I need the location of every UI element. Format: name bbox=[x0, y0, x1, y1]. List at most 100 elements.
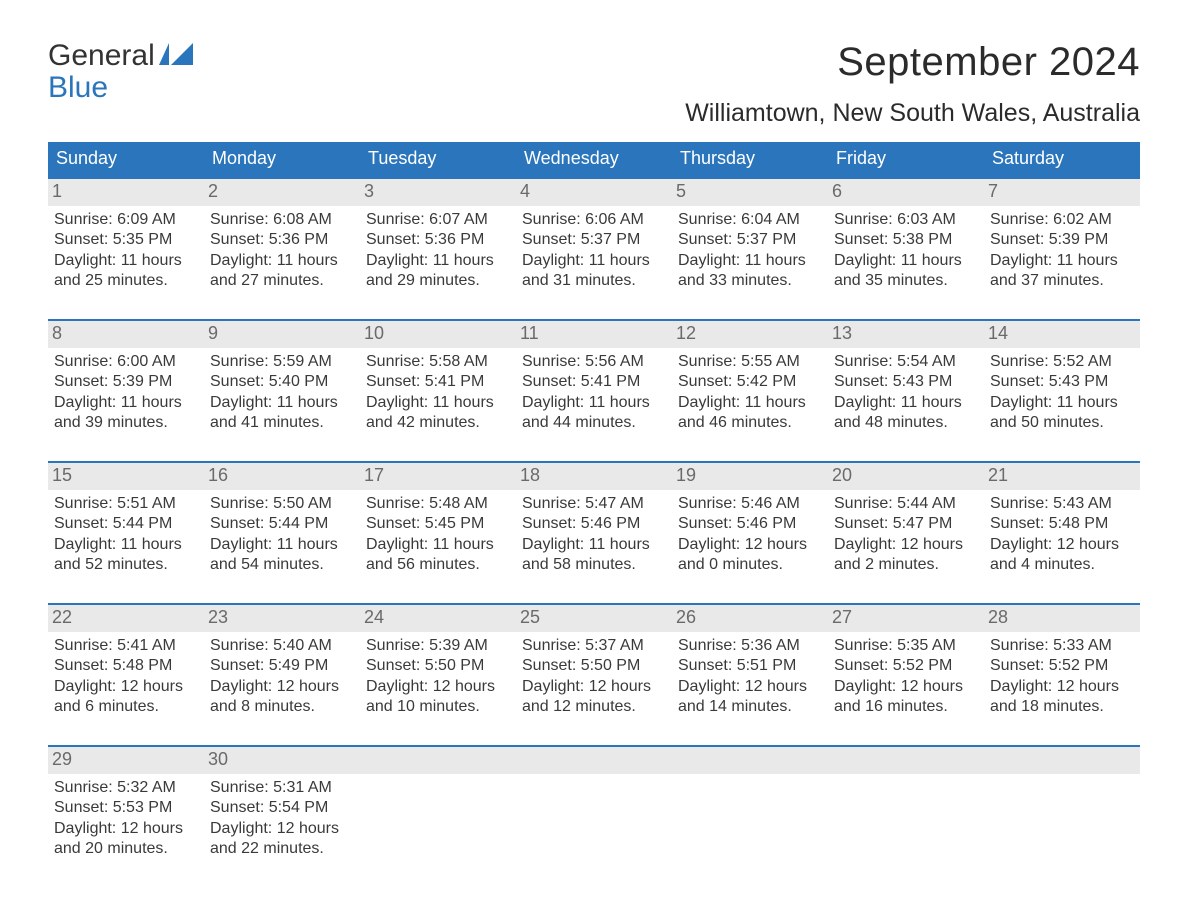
sunrise-text: Sunrise: 6:09 AM bbox=[54, 210, 198, 230]
sunset-text: Sunset: 5:44 PM bbox=[54, 514, 198, 534]
day-number: . bbox=[828, 747, 984, 774]
sunrise-text: Sunrise: 5:33 AM bbox=[990, 636, 1134, 656]
daylight-text-1: Daylight: 11 hours bbox=[990, 251, 1134, 271]
sunrise-text: Sunrise: 5:36 AM bbox=[678, 636, 822, 656]
day-number: 19 bbox=[672, 463, 828, 490]
day-header: Friday bbox=[828, 142, 984, 177]
day-info: Sunrise: 5:36 AMSunset: 5:51 PMDaylight:… bbox=[678, 636, 822, 718]
day-header: Monday bbox=[204, 142, 360, 177]
day-info: Sunrise: 5:41 AMSunset: 5:48 PMDaylight:… bbox=[54, 636, 198, 718]
day-info: Sunrise: 5:46 AMSunset: 5:46 PMDaylight:… bbox=[678, 494, 822, 576]
daylight-text-1: Daylight: 11 hours bbox=[990, 393, 1134, 413]
day-number: 10 bbox=[360, 321, 516, 348]
daylight-text-1: Daylight: 11 hours bbox=[366, 393, 510, 413]
daylight-text-2: and 42 minutes. bbox=[366, 413, 510, 433]
logo-word-general: General bbox=[48, 40, 155, 72]
sunrise-text: Sunrise: 6:04 AM bbox=[678, 210, 822, 230]
daylight-text-1: Daylight: 11 hours bbox=[210, 535, 354, 555]
day-number: 22 bbox=[48, 605, 204, 632]
day-cell: 6Sunrise: 6:03 AMSunset: 5:38 PMDaylight… bbox=[828, 179, 984, 319]
sunset-text: Sunset: 5:53 PM bbox=[54, 798, 198, 818]
sunset-text: Sunset: 5:37 PM bbox=[522, 230, 666, 250]
daylight-text-2: and 2 minutes. bbox=[834, 555, 978, 575]
daylight-text-1: Daylight: 12 hours bbox=[834, 677, 978, 697]
day-info: Sunrise: 5:37 AMSunset: 5:50 PMDaylight:… bbox=[522, 636, 666, 718]
day-number: . bbox=[360, 747, 516, 774]
day-info: Sunrise: 6:09 AMSunset: 5:35 PMDaylight:… bbox=[54, 210, 198, 292]
daylight-text-2: and 8 minutes. bbox=[210, 697, 354, 717]
sunrise-text: Sunrise: 6:02 AM bbox=[990, 210, 1134, 230]
logo-word-blue: Blue bbox=[48, 72, 193, 104]
sunrise-text: Sunrise: 6:06 AM bbox=[522, 210, 666, 230]
day-info: Sunrise: 5:50 AMSunset: 5:44 PMDaylight:… bbox=[210, 494, 354, 576]
daylight-text-1: Daylight: 11 hours bbox=[366, 535, 510, 555]
daylight-text-1: Daylight: 12 hours bbox=[54, 819, 198, 839]
daylight-text-1: Daylight: 11 hours bbox=[522, 251, 666, 271]
day-number: 21 bbox=[984, 463, 1140, 490]
sunset-text: Sunset: 5:39 PM bbox=[54, 372, 198, 392]
day-cell: . bbox=[672, 747, 828, 887]
day-cell: 25Sunrise: 5:37 AMSunset: 5:50 PMDayligh… bbox=[516, 605, 672, 745]
daylight-text-1: Daylight: 12 hours bbox=[366, 677, 510, 697]
daylight-text-1: Daylight: 12 hours bbox=[210, 819, 354, 839]
day-number: 7 bbox=[984, 179, 1140, 206]
day-number: . bbox=[984, 747, 1140, 774]
daylight-text-2: and 6 minutes. bbox=[54, 697, 198, 717]
day-cell: 29Sunrise: 5:32 AMSunset: 5:53 PMDayligh… bbox=[48, 747, 204, 887]
day-info: Sunrise: 6:03 AMSunset: 5:38 PMDaylight:… bbox=[834, 210, 978, 292]
day-number: 27 bbox=[828, 605, 984, 632]
day-number: 14 bbox=[984, 321, 1140, 348]
day-header: Thursday bbox=[672, 142, 828, 177]
day-number: 8 bbox=[48, 321, 204, 348]
day-info: Sunrise: 5:43 AMSunset: 5:48 PMDaylight:… bbox=[990, 494, 1134, 576]
daylight-text-1: Daylight: 11 hours bbox=[54, 393, 198, 413]
sunrise-text: Sunrise: 5:44 AM bbox=[834, 494, 978, 514]
daylight-text-2: and 16 minutes. bbox=[834, 697, 978, 717]
day-cell: 21 Sunrise: 5:43 AMSunset: 5:48 PMDayligh… bbox=[984, 463, 1140, 603]
flag-icon bbox=[159, 40, 193, 72]
sunset-text: Sunset: 5:43 PM bbox=[834, 372, 978, 392]
daylight-text-2: and 50 minutes. bbox=[990, 413, 1134, 433]
sunrise-text: Sunrise: 5:56 AM bbox=[522, 352, 666, 372]
location-subtitle: Williamtown, New South Wales, Australia bbox=[685, 99, 1140, 128]
logo: General Blue bbox=[48, 40, 193, 103]
daylight-text-2: and 12 minutes. bbox=[522, 697, 666, 717]
daylight-text-2: and 48 minutes. bbox=[834, 413, 978, 433]
daylight-text-1: Daylight: 11 hours bbox=[54, 535, 198, 555]
day-info: Sunrise: 5:55 AMSunset: 5:42 PMDaylight:… bbox=[678, 352, 822, 434]
day-cell: 26 Sunrise: 5:36 AMSunset: 5:51 PMDayligh… bbox=[672, 605, 828, 745]
day-cell: 4Sunrise: 6:06 AMSunset: 5:37 PMDaylight… bbox=[516, 179, 672, 319]
day-info: Sunrise: 5:48 AMSunset: 5:45 PMDaylight:… bbox=[366, 494, 510, 576]
daylight-text-1: Daylight: 12 hours bbox=[210, 677, 354, 697]
sunset-text: Sunset: 5:35 PM bbox=[54, 230, 198, 250]
sunset-text: Sunset: 5:36 PM bbox=[210, 230, 354, 250]
sunset-text: Sunset: 5:48 PM bbox=[54, 656, 198, 676]
day-number: 13 bbox=[828, 321, 984, 348]
calendar-grid: SundayMondayTuesdayWednesdayThursdayFrid… bbox=[48, 142, 1140, 887]
sunrise-text: Sunrise: 5:58 AM bbox=[366, 352, 510, 372]
day-info: Sunrise: 6:04 AMSunset: 5:37 PMDaylight:… bbox=[678, 210, 822, 292]
day-number: 9 bbox=[204, 321, 360, 348]
day-cell: 5Sunrise: 6:04 AMSunset: 5:37 PMDaylight… bbox=[672, 179, 828, 319]
sunrise-text: Sunrise: 6:08 AM bbox=[210, 210, 354, 230]
sunset-text: Sunset: 5:39 PM bbox=[990, 230, 1134, 250]
day-number: 26 bbox=[672, 605, 828, 632]
day-info: Sunrise: 5:33 AMSunset: 5:52 PMDaylight:… bbox=[990, 636, 1134, 718]
day-number: 17 bbox=[360, 463, 516, 490]
day-cell: 14Sunrise: 5:52 AMSunset: 5:43 PMDayligh… bbox=[984, 321, 1140, 461]
daylight-text-2: and 52 minutes. bbox=[54, 555, 198, 575]
day-info: Sunrise: 5:51 AMSunset: 5:44 PMDaylight:… bbox=[54, 494, 198, 576]
day-info: Sunrise: 5:54 AMSunset: 5:43 PMDaylight:… bbox=[834, 352, 978, 434]
daylight-text-1: Daylight: 12 hours bbox=[522, 677, 666, 697]
daylight-text-1: Daylight: 11 hours bbox=[210, 251, 354, 271]
day-cell: 2Sunrise: 6:08 AMSunset: 5:36 PMDaylight… bbox=[204, 179, 360, 319]
sunrise-text: Sunrise: 5:40 AM bbox=[210, 636, 354, 656]
day-header: Sunday bbox=[48, 142, 204, 177]
day-header: Saturday bbox=[984, 142, 1140, 177]
day-info: Sunrise: 5:39 AMSunset: 5:50 PMDaylight:… bbox=[366, 636, 510, 718]
day-info: Sunrise: 6:08 AMSunset: 5:36 PMDaylight:… bbox=[210, 210, 354, 292]
title-block: September 2024 Williamtown, New South Wa… bbox=[685, 40, 1140, 128]
sunrise-text: Sunrise: 6:03 AM bbox=[834, 210, 978, 230]
day-cell: 1Sunrise: 6:09 AMSunset: 5:35 PMDaylight… bbox=[48, 179, 204, 319]
day-number: 12 bbox=[672, 321, 828, 348]
